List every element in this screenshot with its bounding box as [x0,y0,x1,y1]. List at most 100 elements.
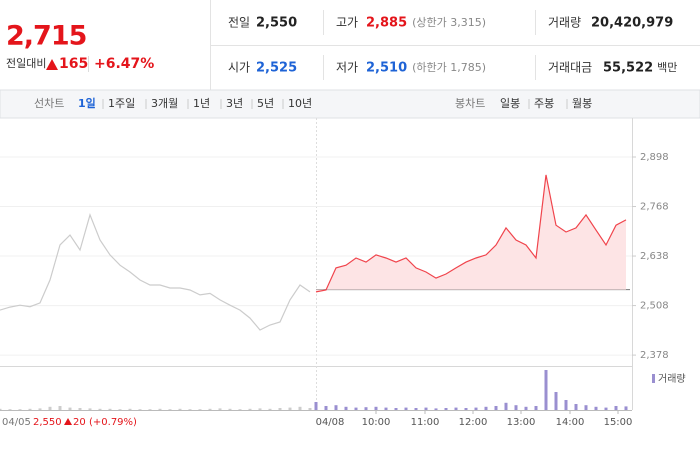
period-tab[interactable]: 1일 [78,96,96,110]
candle-tab[interactable]: 주봉 [534,97,554,110]
tab-group-label: 선차트 [34,97,64,110]
volume-bar [128,408,132,410]
volume-bar [168,409,172,410]
period-tab[interactable]: 1주일 [108,96,135,110]
period-tab[interactable]: 1년 [193,97,210,110]
volume-bar [268,408,272,410]
stat-value: 55,522 [603,61,653,76]
y-tick-label: 2,768 [640,202,669,213]
volume-bar [178,408,182,410]
hover-rate: (+0.79%) [89,417,137,428]
volume-bar [604,407,608,410]
volume-bar [564,400,568,410]
x-tick-label: 04/08 [316,417,345,428]
volume-bar [484,406,488,410]
stat-label: 저가 [336,61,358,75]
x-tick-label: 04/05 [0,417,29,428]
price-line [0,213,311,331]
volume-bar [494,406,498,410]
volume-bar [344,406,348,410]
volume-bar [454,407,458,410]
volume-bar [288,407,292,410]
volume-bar [614,406,618,410]
period-tab[interactable]: 3년 [226,97,243,110]
volume-bar [364,407,368,410]
stat-note: (상한가 3,315) [412,16,486,29]
volume-bar [88,408,92,410]
volume-bar [118,409,122,410]
period-tab[interactable]: 3개월 [151,97,178,110]
volume-bar [98,408,102,410]
volume-bar [624,406,628,410]
volume-bar [228,408,232,410]
volume-bar [108,408,112,410]
stat-value: 2,885 [366,16,407,31]
hover-price: 2,550 [33,417,62,428]
y-tick-label: 2,898 [640,152,669,163]
volume-bar [504,402,508,410]
x-tick-label: 11:00 [411,417,440,428]
candle-tab[interactable]: 일봉 [500,96,520,110]
volume-bar [38,408,42,410]
volume-bar [208,408,212,410]
volume-bar [534,406,538,410]
volume-bar [278,408,282,410]
current-price: 2,715 [6,21,86,52]
price-line [315,174,627,293]
stat-value: 2,510 [366,61,407,76]
volume-bar [158,408,162,410]
volume-bar [58,406,62,410]
volume-bar [138,409,142,410]
volume-bar [524,406,528,410]
volume-bar [464,408,468,410]
stat-label: 거래량 [548,16,581,30]
volume-bar [48,406,52,410]
x-tick-label: 15:00 [604,417,633,428]
period-tab[interactable]: 5년 [257,97,274,110]
change: 165 [59,56,88,72]
volume-bar [354,407,358,410]
volume-bar [374,406,378,410]
volume-bar [8,409,12,410]
area-fill [316,174,626,292]
x-tick-label: 13:00 [507,417,536,428]
hover-change: 20 [73,417,86,428]
volume-bar [444,408,448,410]
x-tick-label: 14:00 [556,417,585,428]
stat-note: (하한가 1,785) [412,60,486,74]
period-tab[interactable]: 10년 [288,97,312,110]
volume-bar [434,408,438,410]
volume-bar [298,406,302,410]
candle-tab[interactable]: 월봉 [572,97,592,110]
change-rate: +6.47% [94,56,154,72]
y-tick-label: 2,638 [640,251,669,262]
volume-bar [424,407,428,410]
stat-unit: 백만 [657,61,677,74]
volume-bar [238,409,242,410]
stat-value: 2,525 [256,61,297,76]
volume-bar [198,409,202,410]
volume-bar [218,408,222,410]
volume-bar [314,402,318,410]
up-arrow [46,59,58,70]
volume-bar [148,409,152,410]
volume-bar [584,405,588,410]
hover-arrow [64,418,72,425]
volume-bar [394,408,398,410]
volume-bar [404,407,408,410]
volume-bar [574,404,578,410]
volume-bar [28,408,32,410]
volume-bar [188,409,192,410]
volume-bar [514,405,518,410]
volume-bar [554,392,558,410]
x-tick-label: 12:00 [459,417,488,428]
volume-bar [308,408,312,410]
volume-legend: 거래량 [658,373,686,385]
hover-date: 04/05 [2,417,31,428]
stat-label: 전일 [228,16,250,30]
volume-bar [384,407,388,410]
volume-legend-swatch [652,374,655,383]
x-tick-label: 10:00 [362,417,391,428]
